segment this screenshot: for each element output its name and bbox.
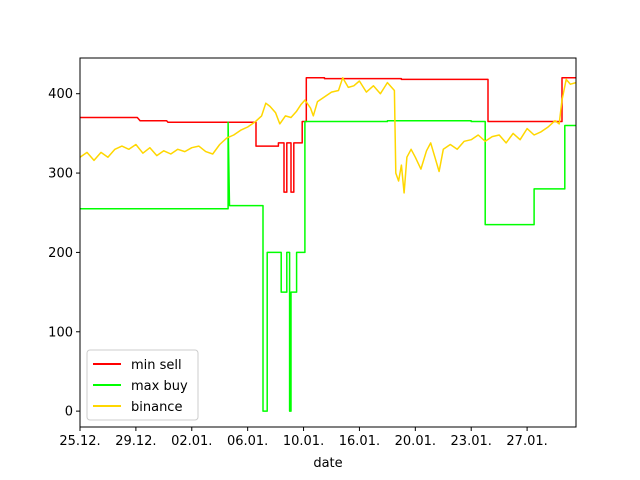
y-tick-label: 0 <box>65 405 73 420</box>
series-line-min-sell <box>80 77 576 193</box>
series-line-max-buy <box>80 119 576 412</box>
y-tick-label: 200 <box>48 246 73 261</box>
plot-frame <box>79 57 577 428</box>
y-tick-label: 300 <box>48 167 73 182</box>
x-tick-label: 27.01. <box>506 434 547 449</box>
x-tick-label: 20.01. <box>395 434 436 449</box>
x-tick-label: 25.12. <box>59 434 100 449</box>
y-tick-label: 100 <box>48 325 73 340</box>
x-tick-label: 06.01. <box>227 434 268 449</box>
x-tick-label: 23.01. <box>451 434 492 449</box>
x-tick-label: 16.01. <box>339 434 380 449</box>
legend-label: binance <box>131 400 182 415</box>
legend-frame <box>86 349 199 421</box>
y-axis: 0 100 200 300 400 <box>48 87 80 420</box>
series-line-binance <box>79 77 577 194</box>
x-tick-label: 29.12. <box>115 434 156 449</box>
x-tick-label: 10.01. <box>283 434 324 449</box>
x-axis-label: date <box>313 456 342 471</box>
x-tick-label: 02.01. <box>171 434 212 449</box>
y-tick-label: 400 <box>48 87 73 102</box>
legend-label: min sell <box>131 358 182 373</box>
legend-label: max buy <box>131 379 188 394</box>
legend: min sell max buy binance <box>86 349 199 421</box>
series-layer <box>79 77 577 412</box>
x-axis: 25.12. 29.12. 02.01. 06.01. 10.01. 16.01. 20.0… <box>59 427 548 449</box>
